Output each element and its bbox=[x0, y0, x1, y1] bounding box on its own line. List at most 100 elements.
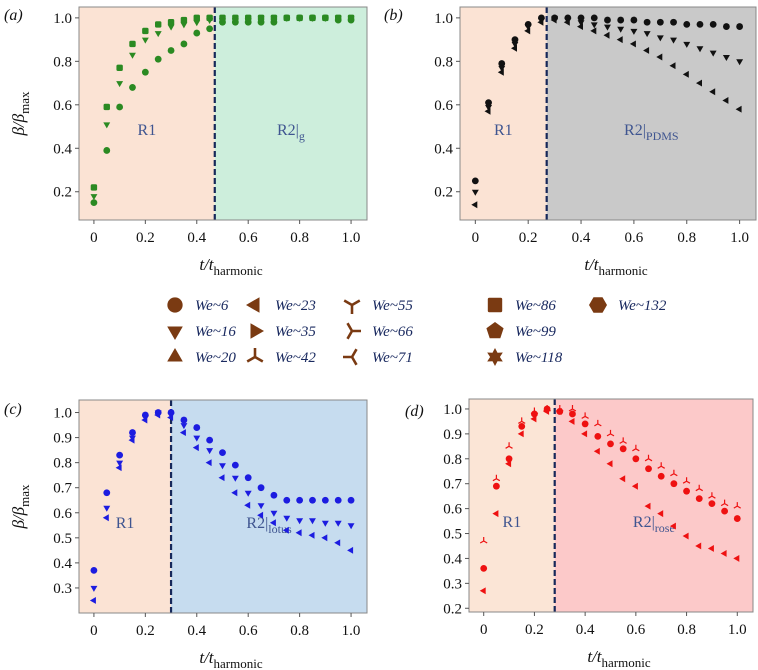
data-point bbox=[283, 515, 291, 522]
data-point bbox=[722, 55, 730, 61]
data-point bbox=[568, 404, 577, 412]
series-We-16 bbox=[471, 15, 744, 196]
data-point bbox=[484, 107, 491, 115]
data-point bbox=[244, 490, 252, 497]
data-point bbox=[167, 414, 174, 421]
region-r1 bbox=[79, 400, 172, 613]
data-point bbox=[656, 53, 663, 61]
data-point bbox=[244, 501, 251, 509]
data-point bbox=[736, 23, 744, 30]
data-point bbox=[682, 477, 691, 484]
data-point bbox=[644, 454, 653, 462]
region-r2-subscript: g bbox=[299, 129, 305, 143]
data-point bbox=[129, 52, 136, 59]
data-point bbox=[90, 184, 98, 191]
region-r2-subscript: rose bbox=[655, 521, 675, 535]
data-point bbox=[492, 510, 499, 518]
data-point bbox=[193, 20, 201, 27]
x-tick-label: 0.4 bbox=[187, 623, 206, 639]
data-point bbox=[524, 24, 532, 31]
legend: We~6 We~16 We~20 We~23 We~35 We~42 We~55 We~66 W… bbox=[167, 297, 667, 366]
data-point bbox=[347, 523, 355, 530]
data-point bbox=[141, 68, 149, 76]
data-point bbox=[129, 84, 136, 91]
y-axis-label: β/βmax bbox=[9, 484, 32, 530]
data-point bbox=[670, 37, 677, 44]
data-point bbox=[283, 496, 291, 504]
y-tick-label: 0.2 bbox=[434, 185, 453, 201]
data-point bbox=[485, 105, 492, 111]
data-point bbox=[193, 424, 201, 431]
data-point bbox=[517, 430, 524, 438]
x-tick-label: 1.0 bbox=[342, 230, 361, 246]
legend-marker-star-icon bbox=[487, 348, 503, 366]
data-point bbox=[581, 430, 588, 438]
plot-frame bbox=[78, 6, 368, 221]
region-r2-label: R2|PDMS bbox=[624, 122, 679, 143]
legend-label: We~132 bbox=[618, 298, 667, 314]
data-point bbox=[735, 105, 742, 113]
data-point bbox=[505, 442, 513, 449]
panel-label: (b) bbox=[384, 7, 403, 24]
data-point bbox=[116, 81, 124, 88]
data-point bbox=[617, 16, 625, 24]
data-point bbox=[129, 429, 136, 436]
data-point bbox=[219, 14, 226, 22]
data-point bbox=[619, 437, 627, 444]
data-point bbox=[568, 418, 575, 425]
x-tick-label: 0.6 bbox=[625, 230, 644, 246]
data-point bbox=[335, 14, 342, 22]
data-point bbox=[722, 97, 729, 104]
data-point bbox=[193, 14, 200, 22]
data-point bbox=[497, 68, 504, 76]
data-point bbox=[142, 27, 149, 35]
x-tick-label: 0.8 bbox=[677, 622, 696, 638]
data-point bbox=[498, 60, 506, 67]
data-point bbox=[590, 22, 598, 29]
data-point bbox=[577, 20, 585, 27]
data-point bbox=[471, 177, 479, 185]
data-point bbox=[682, 70, 689, 78]
x-axis-label: t/tharmonic bbox=[199, 648, 262, 670]
x-axis-label: t/tharmonic bbox=[584, 255, 647, 278]
legend-label: We~16 bbox=[195, 324, 236, 340]
data-point bbox=[180, 423, 188, 430]
data-point bbox=[206, 436, 214, 444]
x-tick-label: 0.8 bbox=[290, 623, 309, 639]
x-tick-label: 0.6 bbox=[239, 623, 258, 639]
x-tick-label: 0.4 bbox=[576, 622, 595, 638]
region-r1-label: R1 bbox=[494, 122, 513, 139]
data-point bbox=[733, 555, 740, 562]
data-point bbox=[334, 539, 341, 547]
data-point bbox=[309, 14, 316, 22]
data-point bbox=[103, 122, 111, 129]
data-point bbox=[141, 37, 149, 44]
data-point bbox=[669, 522, 676, 530]
data-point bbox=[723, 23, 730, 30]
legend-marker-tri-right-icon bbox=[250, 323, 264, 339]
x-tick-label: 0 bbox=[90, 230, 98, 246]
data-point bbox=[347, 496, 355, 504]
x-axis-label-subscript: harmonic bbox=[602, 655, 651, 670]
data-point bbox=[577, 14, 585, 22]
data-point bbox=[334, 496, 342, 504]
data-point bbox=[180, 40, 188, 48]
y-tick-label: 0.4 bbox=[53, 141, 72, 157]
region-r1-label: R1 bbox=[116, 515, 135, 532]
legend-item: We~55 bbox=[343, 298, 413, 314]
region-r2 bbox=[214, 7, 367, 220]
data-point bbox=[257, 503, 265, 510]
y-tick-label: 0.5 bbox=[53, 531, 72, 547]
data-point bbox=[594, 419, 602, 427]
x-axis-label-subscript: harmonic bbox=[214, 263, 263, 278]
data-point bbox=[167, 24, 175, 31]
legend-item: We~20 bbox=[167, 348, 236, 366]
legend-item: We~6 bbox=[167, 297, 229, 314]
data-point bbox=[644, 502, 651, 510]
data-point bbox=[581, 412, 589, 419]
legend-marker-square-icon bbox=[487, 297, 503, 313]
series-We-23 bbox=[89, 411, 354, 604]
y-tick-label: 0.3 bbox=[53, 581, 72, 597]
data-point bbox=[696, 20, 704, 28]
data-point bbox=[736, 59, 744, 66]
